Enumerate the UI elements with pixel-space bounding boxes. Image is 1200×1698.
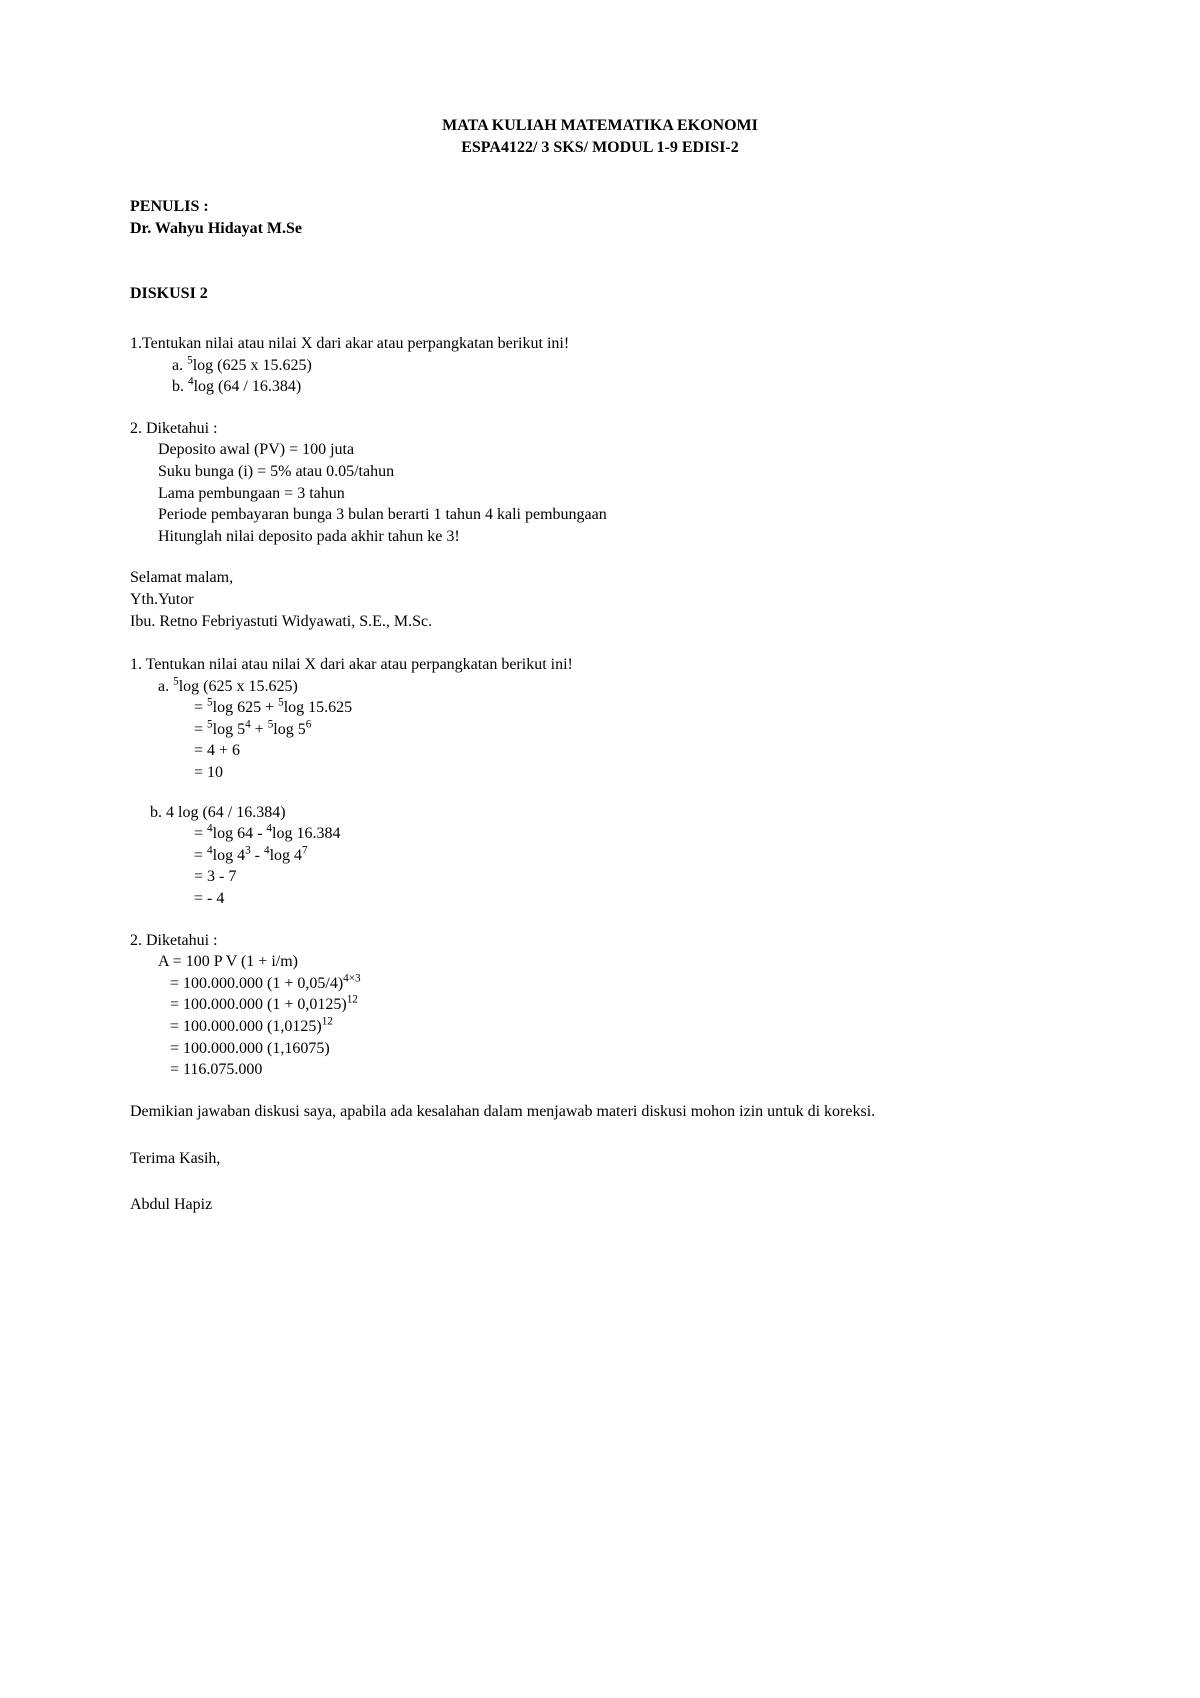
a1a-s3: = 4 + 6 [194, 740, 1070, 762]
q2-l1: Deposito awal (PV) = 100 juta [130, 439, 1070, 461]
t: 6 [306, 719, 312, 731]
t: log 4 [270, 847, 302, 864]
a1-prompt: 1. Tentukan nilai atau nilai X dari akar… [130, 654, 1070, 676]
q1-a: a. 5log (625 x 15.625) [130, 355, 1070, 377]
a1a-rest: log (625 x 15.625) [179, 678, 298, 695]
author-block: PENULIS : Dr. Wahyu Hidayat M.Se [130, 196, 1070, 239]
a1-a-head: a. 5log (625 x 15.625) [130, 676, 1070, 698]
q1-prompt: 1.Tentukan nilai atau nilai X dari akar … [130, 333, 1070, 355]
t: log 625 + [213, 699, 278, 716]
a2-head: 2. Diketahui : [130, 930, 1070, 952]
author-label: PENULIS : [130, 196, 1070, 218]
greet-l3: Ibu. Retno Febriyastuti Widyawati, S.E.,… [130, 611, 1070, 633]
sign-name: Abdul Hapiz [130, 1194, 1070, 1216]
t: = [194, 847, 207, 864]
t: = [194, 699, 207, 716]
author-name: Dr. Wahyu Hidayat M.Se [130, 218, 1070, 240]
t: 4×3 [343, 972, 361, 984]
t: log 5 [273, 721, 305, 738]
greet-l1: Selamat malam, [130, 567, 1070, 589]
t: 7 [302, 845, 308, 857]
t: log 15.625 [284, 699, 352, 716]
q1-b: b. 4log (64 / 16.384) [130, 376, 1070, 398]
a2-l5: = 100.000.000 (1,16075) [130, 1038, 1070, 1060]
a1-b-head: b. 4 log (64 / 16.384) [130, 802, 1070, 824]
a1-b-steps: = 4log 64 - 4log 16.384 = 4log 43 - 4log… [130, 823, 1070, 909]
title-line-2: ESPA4122/ 3 SKS/ MODUL 1-9 EDISI-2 [130, 137, 1070, 159]
question-2: 2. Diketahui : Deposito awal (PV) = 100 … [130, 418, 1070, 548]
t: = 100.000.000 (1 + 0,0125) [158, 996, 347, 1013]
q2-l3: Lama pembungaan = 3 tahun [130, 483, 1070, 505]
t: log 64 - [213, 825, 267, 842]
greeting: Selamat malam, Yth.Yutor Ibu. Retno Febr… [130, 567, 1070, 632]
t: log 4 [213, 847, 245, 864]
a1a-pre: a. [158, 678, 173, 695]
t: + [251, 721, 268, 738]
document-title: MATA KULIAH MATEMATIKA EKONOMI ESPA4122/… [130, 115, 1070, 158]
answer-2: 2. Diketahui : A = 100 P V (1 + i/m) = 1… [130, 930, 1070, 1081]
t: log 16.384 [272, 825, 340, 842]
t: log 5 [213, 721, 245, 738]
section-heading: DISKUSI 2 [130, 283, 1070, 305]
closing-text: Demikian jawaban diskusi saya, apabila a… [130, 1101, 1070, 1123]
a1b-s1: = 4log 64 - 4log 16.384 [194, 823, 1070, 845]
a1a-s1: = 5log 625 + 5log 15.625 [194, 697, 1070, 719]
q2-l4: Periode pembayaran bunga 3 bulan berarti… [130, 504, 1070, 526]
a2-l1: A = 100 P V (1 + i/m) [130, 951, 1070, 973]
a1b-s3: = 3 - 7 [194, 866, 1070, 888]
q1-b-pre: b. [172, 378, 188, 395]
a1-a-steps: = 5log 625 + 5log 15.625 = 5log 54 + 5lo… [130, 697, 1070, 783]
t: - [251, 847, 264, 864]
t: = [194, 721, 207, 738]
answer-1: 1. Tentukan nilai atau nilai X dari akar… [130, 654, 1070, 910]
a1b-s4: = - 4 [194, 888, 1070, 910]
a1b-s2: = 4log 43 - 4log 47 [194, 845, 1070, 867]
q1-b-rest: log (64 / 16.384) [194, 378, 302, 395]
sign-thanks: Terima Kasih, [130, 1148, 1070, 1170]
title-line-1: MATA KULIAH MATEMATIKA EKONOMI [130, 115, 1070, 137]
t: 12 [347, 994, 358, 1006]
question-1: 1.Tentukan nilai atau nilai X dari akar … [130, 333, 1070, 398]
t: = 100.000.000 (1,0125) [158, 1018, 322, 1035]
q1-a-pre: a. [172, 357, 187, 374]
a1a-s2: = 5log 54 + 5log 56 [194, 719, 1070, 741]
a2-l2: = 100.000.000 (1 + 0,05/4)4×3 [130, 973, 1070, 995]
q2-head: 2. Diketahui : [130, 418, 1070, 440]
q2-l5: Hitunglah nilai deposito pada akhir tahu… [130, 526, 1070, 548]
t: = 100.000.000 (1 + 0,05/4) [158, 975, 343, 992]
q1-a-rest: log (625 x 15.625) [193, 357, 312, 374]
spacer [130, 784, 1070, 802]
a1a-s4: = 10 [194, 762, 1070, 784]
t: = [194, 825, 207, 842]
greet-l2: Yth.Yutor [130, 589, 1070, 611]
a2-l6: = 116.075.000 [130, 1059, 1070, 1081]
a2-l3: = 100.000.000 (1 + 0,0125)12 [130, 994, 1070, 1016]
t: 12 [322, 1016, 333, 1028]
a2-l4: = 100.000.000 (1,0125)12 [130, 1016, 1070, 1038]
q2-l2: Suku bunga (i) = 5% atau 0.05/tahun [130, 461, 1070, 483]
